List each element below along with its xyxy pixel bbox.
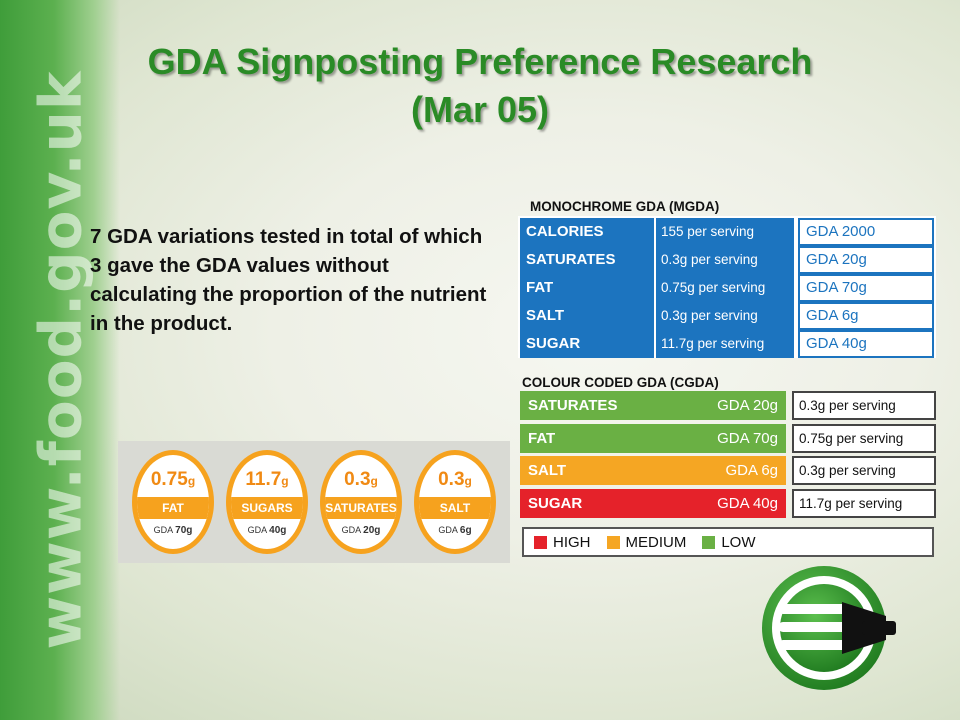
cgda-bar: SALT GDA 6g bbox=[520, 456, 786, 485]
badge-value: 0.75g bbox=[150, 469, 196, 490]
mgda-gda-value: GDA 40g bbox=[798, 329, 934, 358]
side-url-text: www.food.gov.uk bbox=[26, 70, 95, 650]
title-line-2: (Mar 05) bbox=[410, 89, 550, 130]
cgda-row: SALT GDA 6g 0.3g per serving bbox=[520, 456, 936, 485]
cgda-gda-value: GDA 20g bbox=[717, 397, 778, 414]
badge-gda: GDA 6g bbox=[438, 525, 472, 536]
fork-logo-icon bbox=[758, 558, 898, 698]
badge-nutrient: SALT bbox=[419, 497, 491, 519]
mgda-row: SALT 0.3g per serving GDA 6g bbox=[520, 301, 934, 330]
cgda-row: SATURATES GDA 20g 0.3g per serving bbox=[520, 391, 936, 420]
cgda-nutrient: SALT bbox=[528, 462, 567, 479]
mgda-serving: 0.3g per serving bbox=[656, 301, 794, 330]
legend-label: HIGH bbox=[553, 533, 591, 551]
badge-value: 11.7g bbox=[245, 469, 289, 490]
mgda-nutrient: CALORIES bbox=[520, 218, 656, 246]
cgda-bar: SUGAR GDA 40g bbox=[520, 488, 786, 518]
mgda-row: FAT 0.75g per serving GDA 70g bbox=[520, 273, 934, 302]
gda-badge: 0.3g SALT GDA 6g bbox=[414, 450, 496, 554]
badge-nutrient: SATURATES bbox=[325, 497, 397, 519]
cgda-bar: FAT GDA 70g bbox=[520, 423, 786, 453]
legend-label: LOW bbox=[721, 533, 756, 551]
cgda-nutrient: SATURATES bbox=[528, 397, 618, 414]
mgda-gda-value: GDA 2000 bbox=[798, 218, 934, 246]
cgda-panel: SATURATES GDA 20g 0.3g per serving FAT GDA 7… bbox=[520, 391, 936, 559]
cgda-nutrient: FAT bbox=[528, 429, 556, 447]
slide-title: GDA Signposting Preference Research (Mar… bbox=[60, 38, 900, 134]
legend-swatch bbox=[606, 535, 620, 549]
cgda-nutrient: SUGAR bbox=[528, 494, 583, 512]
mgda-nutrient: SALT bbox=[520, 301, 656, 330]
cgda-row: SUGAR GDA 40g 11.7g per serving bbox=[520, 488, 936, 518]
legend-item: MEDIUM bbox=[606, 533, 687, 551]
legend-item: LOW bbox=[702, 533, 756, 551]
cgda-bar: SATURATES GDA 20g bbox=[520, 391, 786, 420]
gda-badge: 0.75g FAT GDA 70g bbox=[132, 450, 214, 554]
side-url-watermark: www.food.gov.uk bbox=[10, 71, 110, 650]
badges-panel: 0.75g FAT GDA 70g 11.7g SUGARS GDA 40g 0.3g SAT… bbox=[118, 441, 510, 563]
mgda-nutrient: FAT bbox=[520, 273, 656, 302]
mgda-gda-value: GDA 20g bbox=[798, 245, 934, 274]
mgda-row: CALORIES 155 per serving GDA 2000 bbox=[520, 218, 934, 246]
badge-gda: GDA 20g bbox=[341, 525, 381, 536]
mgda-serving: 0.75g per serving bbox=[656, 273, 794, 302]
mgda-panel: CALORIES 155 per serving GDA 2000 SATURATES… bbox=[518, 216, 936, 358]
cgda-gda-value: GDA 70g bbox=[717, 429, 778, 447]
title-line-1: GDA Signposting Preference Research bbox=[147, 41, 813, 82]
cgda-label: COLOUR CODED GDA (CGDA) bbox=[522, 375, 719, 390]
cgda-row: FAT GDA 70g 0.75g per serving bbox=[520, 423, 936, 453]
mgda-nutrient: SUGAR bbox=[520, 329, 656, 358]
cgda-serving: 11.7g per serving bbox=[792, 488, 936, 518]
legend-label: MEDIUM bbox=[625, 533, 687, 551]
badge-gda: GDA 70g bbox=[153, 525, 193, 536]
mgda-nutrient: SATURATES bbox=[520, 245, 656, 274]
badge-value: 0.3g bbox=[344, 469, 378, 490]
cgda-legend: HIGH MEDIUM LOW bbox=[522, 527, 934, 557]
badge-nutrient: SUGARS bbox=[231, 497, 303, 519]
mgda-serving: 155 per serving bbox=[656, 218, 794, 246]
body-text: 7 GDA variations tested in total of whic… bbox=[90, 225, 487, 335]
badge-value: 0.3g bbox=[438, 469, 472, 490]
cgda-gda-value: GDA 40g bbox=[717, 494, 778, 512]
mgda-gda-value: GDA 70g bbox=[798, 273, 934, 302]
mgda-label: MONOCHROME GDA (MGDA) bbox=[530, 199, 720, 214]
mgda-serving: 0.3g per serving bbox=[656, 245, 794, 274]
legend-swatch bbox=[534, 535, 547, 549]
cgda-serving: 0.3g per serving bbox=[792, 391, 936, 420]
gda-badge: 11.7g SUGARS GDA 40g bbox=[226, 450, 308, 554]
badge-nutrient: FAT bbox=[137, 497, 209, 519]
legend-swatch bbox=[702, 535, 716, 549]
mgda-serving: 11.7g per serving bbox=[656, 329, 794, 358]
badge-gda: GDA 40g bbox=[247, 525, 287, 536]
cgda-serving: 0.3g per serving bbox=[792, 456, 936, 485]
legend-item: HIGH bbox=[534, 534, 591, 551]
cgda-gda-value: GDA 6g bbox=[725, 462, 778, 479]
mgda-gda-value: GDA 6g bbox=[798, 301, 934, 330]
side-green-band bbox=[0, 0, 120, 720]
mgda-row: SATURATES 0.3g per serving GDA 20g bbox=[520, 245, 934, 274]
gda-badge: 0.3g SATURATES GDA 20g bbox=[320, 450, 402, 554]
cgda-serving: 0.75g per serving bbox=[792, 423, 936, 453]
mgda-row: SUGAR 11.7g per serving GDA 40g bbox=[520, 329, 934, 358]
